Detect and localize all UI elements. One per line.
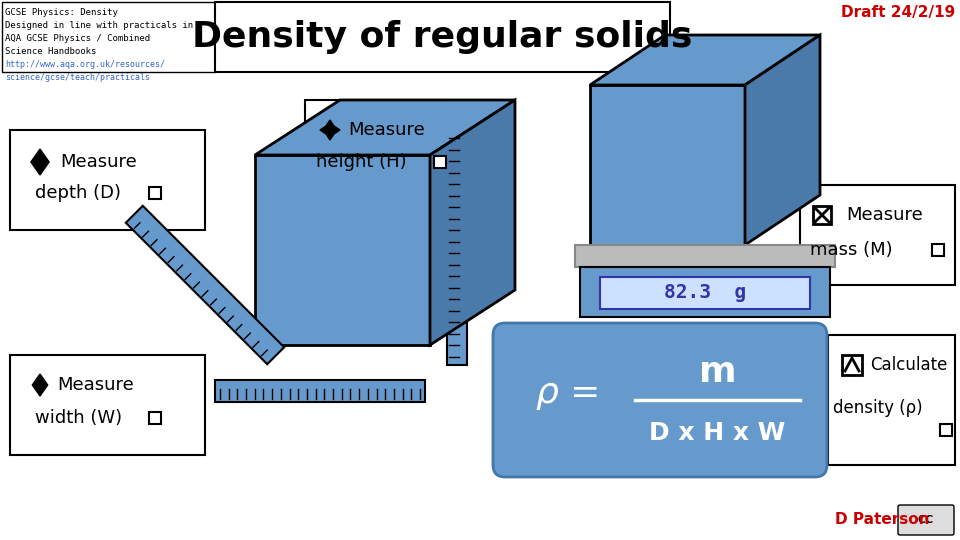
Bar bbox=[215, 380, 425, 402]
Bar bbox=[305, 100, 445, 200]
Text: science/gcse/teach/practicals: science/gcse/teach/practicals bbox=[5, 73, 150, 82]
Polygon shape bbox=[590, 35, 820, 85]
FancyBboxPatch shape bbox=[493, 323, 827, 477]
Polygon shape bbox=[430, 100, 515, 345]
Text: $\rho$ =: $\rho$ = bbox=[535, 378, 598, 412]
Bar bbox=[813, 206, 831, 224]
Polygon shape bbox=[31, 149, 49, 175]
Polygon shape bbox=[255, 100, 515, 155]
Bar bbox=[580, 267, 830, 317]
Text: AQA GCSE Physics / Combined: AQA GCSE Physics / Combined bbox=[5, 34, 150, 43]
Text: Measure: Measure bbox=[846, 206, 923, 224]
Bar bbox=[149, 412, 161, 424]
Text: D Paterson: D Paterson bbox=[835, 512, 929, 528]
Bar bbox=[10, 130, 205, 230]
Bar bbox=[932, 244, 944, 256]
Text: Draft 24/2/19: Draft 24/2/19 bbox=[841, 5, 955, 20]
Bar bbox=[2, 2, 215, 72]
Bar bbox=[828, 335, 955, 465]
Polygon shape bbox=[126, 206, 284, 364]
Text: m: m bbox=[699, 355, 736, 389]
Bar bbox=[149, 187, 161, 199]
Text: Designed in line with practicals in: Designed in line with practicals in bbox=[5, 21, 193, 30]
Polygon shape bbox=[745, 35, 820, 245]
Polygon shape bbox=[590, 85, 745, 245]
Text: Measure: Measure bbox=[57, 376, 133, 394]
Text: depth (D): depth (D) bbox=[35, 184, 121, 202]
Bar bbox=[10, 355, 205, 455]
Text: D x H x W: D x H x W bbox=[649, 421, 785, 445]
Text: CC: CC bbox=[918, 515, 934, 525]
Bar bbox=[434, 156, 446, 168]
Text: mass (M): mass (M) bbox=[810, 241, 893, 259]
Bar bbox=[800, 185, 955, 285]
Bar bbox=[447, 130, 467, 365]
Text: Density of regular solids: Density of regular solids bbox=[192, 20, 692, 54]
Text: height (H): height (H) bbox=[316, 153, 407, 171]
Bar bbox=[940, 424, 952, 436]
Polygon shape bbox=[255, 155, 430, 345]
Text: 82.3  g: 82.3 g bbox=[664, 284, 746, 302]
Text: http://www.aqa.org.uk/resources/: http://www.aqa.org.uk/resources/ bbox=[5, 60, 165, 69]
Text: Calculate: Calculate bbox=[870, 356, 948, 374]
Text: Measure: Measure bbox=[348, 121, 424, 139]
Bar bbox=[600, 277, 810, 309]
Bar bbox=[575, 245, 835, 267]
Polygon shape bbox=[33, 374, 48, 396]
Polygon shape bbox=[320, 120, 340, 140]
Text: Measure: Measure bbox=[60, 153, 136, 171]
Text: Science Handbooks: Science Handbooks bbox=[5, 47, 96, 56]
Text: density (ρ): density (ρ) bbox=[833, 399, 923, 417]
Bar bbox=[215, 2, 670, 72]
Bar bbox=[842, 355, 862, 375]
FancyBboxPatch shape bbox=[898, 505, 954, 535]
Text: GCSE Physics: Density: GCSE Physics: Density bbox=[5, 8, 118, 17]
Text: width (W): width (W) bbox=[35, 409, 122, 427]
